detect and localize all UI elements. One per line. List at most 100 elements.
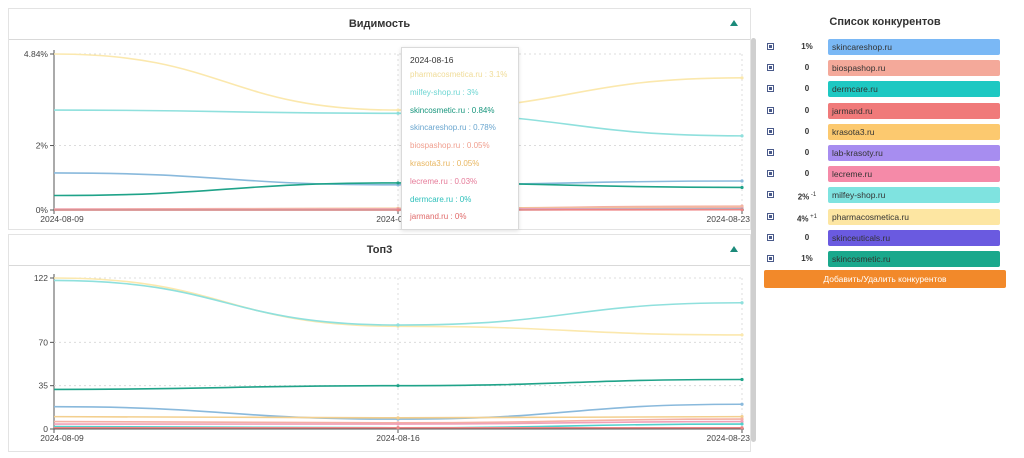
competitor-checkbox[interactable] [767,233,774,241]
competitor-row[interactable]: 0 dermcare.ru [764,81,1006,98]
top3-panel-header: Топ3 [9,235,750,266]
data-point [740,422,744,426]
add-remove-competitors-button[interactable]: Добавить/Удалить конкурентов [764,270,1006,288]
series-line [53,53,743,111]
data-point [740,426,744,430]
competitor-name[interactable]: skincosmetic.ru [828,251,1000,267]
competitor-visibility: 0 [804,105,810,115]
competitor-row[interactable]: 0 lecreme.ru [764,166,1006,183]
data-point [396,111,400,115]
competitor-checkbox[interactable] [767,170,774,178]
competitor-name[interactable]: jarmand.ru [828,102,1000,119]
competitor-row[interactable]: 1% skincareshop.ru [764,39,1006,55]
data-point [396,181,400,185]
x-tick-label: 2024-08-16 [376,214,420,224]
top3-panel-title: Топ3 [366,244,393,256]
competitor-visibility: 4% +1 [796,213,818,224]
top3-chart: 0 35 70 122 2024-08-09 2024-08-16 2024-08-23 [34,273,750,443]
competitor-visibility: 0 [804,84,810,94]
competitor-visibility: 0 [804,232,810,242]
tooltip-item: lecreme.ru : 0.03% [410,176,478,186]
scrollbar[interactable] [751,38,756,442]
y-tick-label: 70 [39,337,49,347]
competitor-visibility: 0 [804,63,810,73]
data-point [740,185,744,190]
data-point [740,419,744,424]
tooltip-item: krasota3.ru : 0.05% [410,159,480,168]
y-tick-label: 2% [36,141,49,151]
data-point [396,416,400,420]
competitor-delta: -1 [809,192,817,199]
competitor-visibility: 1% [801,254,813,263]
competitor-name[interactable]: skinceuticals.ru [828,229,1000,246]
x-tick-label: 2024-08-09 [40,214,84,224]
top3-panel: Топ3 0 35 70 122 2024-08-09 2024-08-16 2024-08… [8,234,751,452]
competitor-name[interactable]: dermcare.ru [828,81,1000,98]
competitor-name[interactable]: milfey-shop.ru [828,187,1000,204]
competitor-row[interactable]: 0 jarmand.ru [764,102,1006,119]
competitor-name[interactable]: biospashop.ru [828,60,1000,77]
visibility-panel-header: Видимость [9,9,750,40]
competitor-checkbox[interactable] [767,212,774,220]
collapse-arrow-icon[interactable] [730,246,738,252]
chart-tooltip: 2024-08-16 pharmacosmetica.ru : 3.1% milf… [401,47,519,230]
competitor-row[interactable]: 1% skincosmetic.ru [764,251,1006,267]
y-tick-label: 122 [34,273,48,283]
competitor-name[interactable]: lab-krasoty.ru [828,145,1000,161]
data-point [740,333,744,337]
tooltip-item: pharmacosmetica.ru : 3.1% [410,70,508,79]
visibility-chart: 0% 2% 4.84% 2024-08-09 2024-08-16 2024-08-23 [24,49,750,224]
competitor-name[interactable]: skincareshop.ru [828,39,1000,55]
competitor-checkbox[interactable] [767,64,774,72]
data-point [396,208,400,212]
data-point [740,402,744,406]
tooltip-item: skincareshop.ru : 0.78% [410,123,496,133]
y-tick-label: 0 [43,424,48,434]
competitor-checkbox[interactable] [767,43,774,50]
tooltip-item: skincosmetic.ru : 0.84% [410,105,495,115]
competitor-visibility: 0 [804,169,810,179]
tooltip-item: jarmand.ru : 0% [410,212,467,222]
competitor-row[interactable]: 4% +1 pharmacosmetica.ru [764,208,1006,225]
competitor-name[interactable]: lecreme.ru [828,166,1000,183]
competitor-visibility: 2% -1 [797,192,817,203]
competitor-row[interactable]: 0 lab-krasoty.ru [764,145,1006,161]
y-tick-label: 35 [39,381,49,391]
data-point [740,301,744,305]
y-tick-label: 4.84% [24,49,49,59]
competitor-visibility: 0 [804,126,810,136]
competitor-name[interactable]: krasota3.ru [828,123,1000,140]
x-tick-label: 2024-08-23 [707,214,750,224]
data-point [740,208,744,212]
y-tick-label: 0% [36,205,49,215]
data-point [396,384,400,388]
data-point [396,422,400,426]
collapse-arrow-icon[interactable] [730,20,738,26]
data-point [740,179,744,183]
competitor-checkbox[interactable] [767,255,774,262]
data-point [396,108,400,112]
data-point [396,426,400,430]
competitor-row[interactable]: 0 skinceuticals.ru [764,229,1006,246]
x-tick-label: 2024-08-16 [376,433,420,443]
data-point [740,377,744,382]
competitor-visibility: 1% [801,42,813,51]
competitor-delta: +1 [808,213,818,220]
data-point [740,415,744,419]
tooltip-date: 2024-08-16 [410,55,454,65]
competitor-row[interactable]: 2% -1 milfey-shop.ru [764,187,1006,204]
competitor-checkbox[interactable] [767,149,774,156]
data-point [396,323,400,327]
data-point [740,134,744,138]
competitor-row[interactable]: 0 krasota3.ru [764,123,1006,140]
x-tick-label: 2024-08-09 [40,433,84,443]
competitor-checkbox[interactable] [767,106,774,114]
competitor-row[interactable]: 0 biospashop.ru [764,60,1006,77]
visibility-panel-title: Видимость [348,18,411,30]
competitor-checkbox[interactable] [767,191,774,199]
tooltip-item: biospashop.ru : 0.05% [410,141,490,151]
competitor-visibility: 0 [804,148,810,157]
competitor-checkbox[interactable] [767,127,774,135]
competitor-name[interactable]: pharmacosmetica.ru [828,208,1000,225]
competitor-checkbox[interactable] [767,85,774,93]
